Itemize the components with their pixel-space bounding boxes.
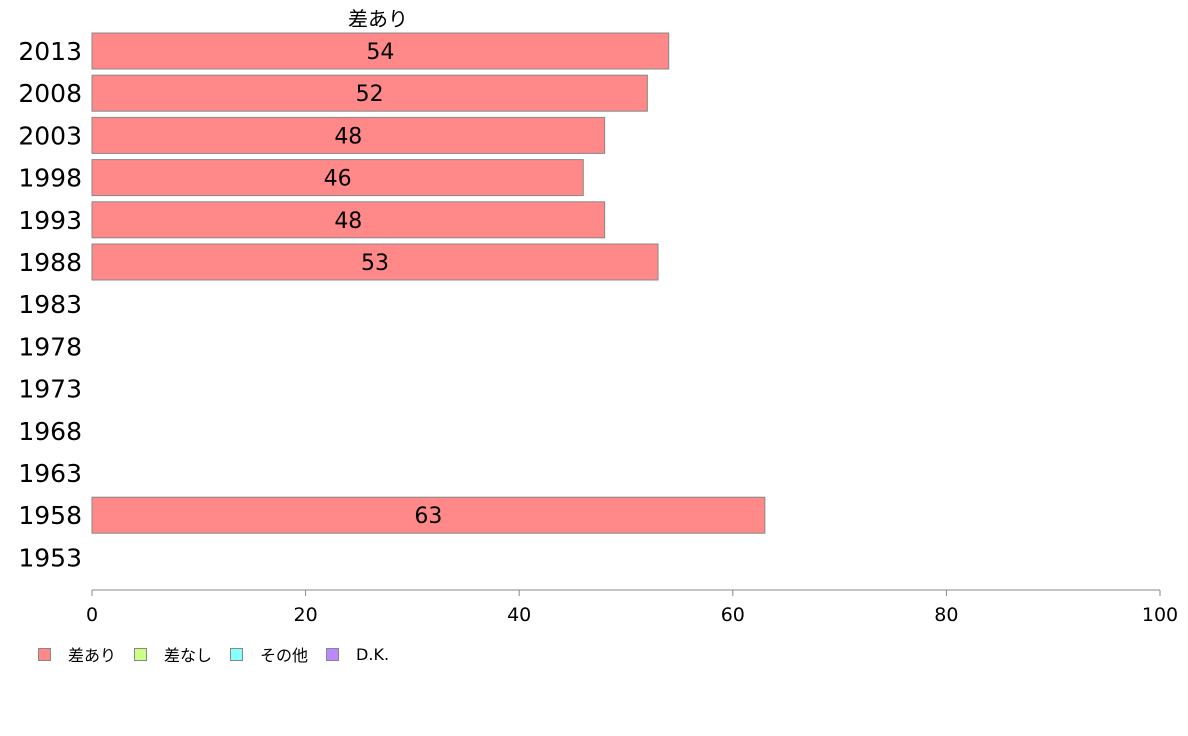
- x-tick-label: 20: [294, 604, 318, 626]
- bar-value-label: 54: [366, 40, 394, 65]
- bar-value-label: 48: [334, 124, 362, 149]
- bar-value-label: 53: [361, 251, 389, 276]
- bar: [91, 201, 606, 239]
- category-label: 1963: [18, 459, 82, 488]
- bar-value-label: 46: [324, 167, 352, 192]
- category-label: 2013: [18, 37, 82, 66]
- bars: [91, 32, 766, 534]
- category-label: 1958: [18, 501, 82, 530]
- category-label: 1968: [18, 417, 82, 446]
- bar: [91, 74, 648, 112]
- legend: 差あり 差なし その他 D.K.: [38, 642, 407, 666]
- category-label: 1998: [18, 164, 82, 193]
- legend-item: D.K.: [326, 645, 389, 664]
- legend-swatch: [326, 647, 340, 661]
- category-label: 2003: [18, 121, 82, 150]
- legend-swatch: [134, 647, 148, 661]
- category-label: 2008: [18, 79, 82, 108]
- chart-title: 差あり: [348, 7, 408, 31]
- bar-value-label: 48: [334, 209, 362, 234]
- bar: [91, 32, 670, 70]
- x-tick-label: 0: [86, 604, 98, 626]
- legend-swatch: [230, 647, 244, 661]
- legend-label: 差あり: [68, 646, 117, 665]
- category-label: 1988: [18, 248, 82, 277]
- category-label: 1993: [18, 206, 82, 235]
- bar-value-label: 63: [414, 504, 442, 529]
- legend-item: 差なし: [134, 642, 212, 666]
- category-label: 1953: [18, 543, 82, 572]
- bar: [91, 116, 606, 154]
- bar-value-labels: 54 52 48 46 48 53 63: [324, 40, 443, 529]
- bar: [91, 243, 659, 281]
- category-label: 1978: [18, 332, 82, 361]
- legend-item: その他: [230, 642, 308, 666]
- category-label: 1973: [18, 375, 82, 404]
- x-tick-label: 80: [934, 604, 958, 626]
- legend-label: D.K.: [356, 644, 390, 664]
- category-label: 1983: [18, 290, 82, 319]
- x-tick-label: 60: [721, 604, 745, 626]
- x-tick-label: 100: [1142, 604, 1178, 626]
- bar: [91, 159, 584, 197]
- x-axis: 0 20 40 60 80 100: [86, 589, 1178, 626]
- bar-value-label: 52: [356, 82, 384, 107]
- legend-label: その他: [260, 646, 309, 665]
- legend-item: 差あり: [38, 642, 116, 666]
- x-tick-label: 40: [507, 604, 531, 626]
- category-labels: 2013 2008 2003 1998 1993 1988 1983 1978 1973 1968…: [18, 37, 82, 572]
- bar: [91, 496, 766, 534]
- legend-swatch: [38, 647, 51, 661]
- legend-label: 差なし: [164, 646, 213, 665]
- bar-chart: 差あり 2013 2008 2003 1998 1993 1988 1983 1978 1973…: [18, 7, 1178, 626]
